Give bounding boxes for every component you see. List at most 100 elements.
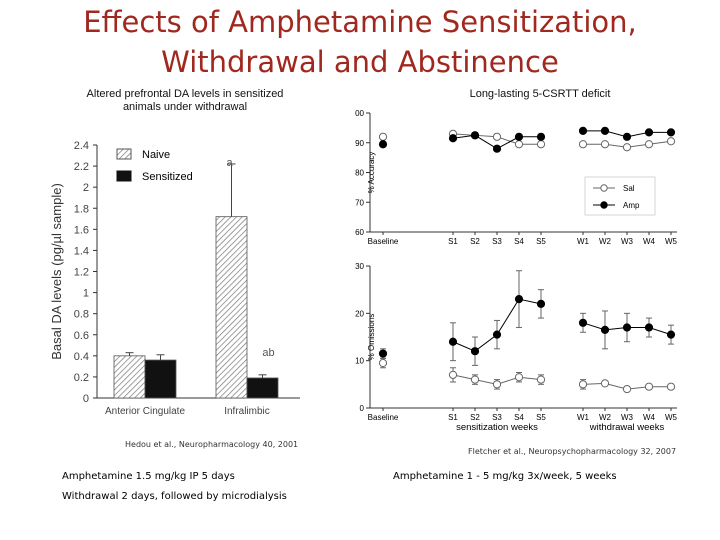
point-amp-5 bbox=[536, 299, 546, 308]
y-tick-label: 100 bbox=[355, 109, 365, 118]
point-sal-3 bbox=[492, 132, 502, 141]
point-amp-9 bbox=[644, 323, 654, 332]
accuracy-line-chart: 60 70 80 90 100 % Accuracy Baseline S1 S2 S3 S4 S5 W… bbox=[355, 109, 678, 246]
bar-naive-0 bbox=[113, 355, 146, 399]
y-tick-label: 0.8 bbox=[74, 309, 89, 321]
y-tick-label: 10 bbox=[355, 357, 364, 366]
x-category-label: Infralimbic bbox=[224, 406, 270, 417]
x-tick-label: W4 bbox=[643, 237, 656, 246]
point-sal-2 bbox=[470, 375, 480, 384]
x-tick-label: W1 bbox=[577, 237, 590, 246]
point-amp-1 bbox=[448, 337, 458, 346]
left-chart-subtitle: Altered prefrontal DA levels in sensitiz… bbox=[50, 88, 320, 114]
left-subtitle-line2: animals under withdrawal bbox=[122, 101, 248, 113]
point-sal-0 bbox=[378, 132, 388, 141]
x-tick-label: S3 bbox=[492, 413, 502, 422]
point-amp-9 bbox=[644, 128, 654, 137]
point-amp-7 bbox=[600, 126, 610, 135]
left-withdrawal-note: Withdrawal 2 days, followed by microdial… bbox=[62, 491, 287, 502]
y-tick-label: 0 bbox=[83, 393, 89, 405]
x-tick-label: S4 bbox=[514, 413, 524, 422]
slide-title-line2: Withdrawal and Abstinence bbox=[161, 45, 559, 79]
point-amp-10 bbox=[666, 128, 676, 137]
x-tick-label: S1 bbox=[448, 237, 458, 246]
point-amp-8 bbox=[622, 323, 632, 332]
point-amp-8 bbox=[622, 132, 632, 141]
significance-label-a: a bbox=[226, 157, 233, 169]
legend-box bbox=[584, 176, 656, 216]
point-sal-10 bbox=[666, 137, 676, 146]
right-citation: Fletcher et al., Neuropsychopharmacology… bbox=[468, 447, 677, 456]
legend-marker-amp bbox=[600, 201, 608, 209]
y-tick-label: 2 bbox=[83, 182, 89, 194]
left-citation: Hedou et al., Neuropharmacology 40, 2001 bbox=[125, 440, 299, 449]
x-tick-label: S4 bbox=[514, 237, 524, 246]
point-amp-5 bbox=[536, 132, 546, 141]
da-levels-bar-chart: 0 0.2 0.4 0.6 0.8 1 1.2 1.4 1.6 1.8 2 2.2 2.4 Basal D… bbox=[49, 140, 300, 417]
y-tick-label: 2.4 bbox=[74, 140, 89, 152]
x-tick-label: Baseline bbox=[368, 413, 399, 422]
point-amp-7 bbox=[600, 325, 610, 335]
legend-swatch-naive bbox=[116, 148, 132, 160]
x-category-label: Anterior Cingulate bbox=[105, 406, 185, 417]
y-tick-label: 90 bbox=[355, 139, 364, 148]
group-label-sensitization: sensitization weeks bbox=[456, 422, 538, 433]
y-tick-label: 1 bbox=[83, 288, 89, 300]
x-tick-label: W1 bbox=[577, 413, 590, 422]
point-amp-2 bbox=[470, 347, 480, 356]
y-tick-label: 1.4 bbox=[74, 245, 89, 257]
point-sal-10 bbox=[666, 382, 676, 391]
x-tick-label: S2 bbox=[470, 413, 480, 422]
y-tick-label: 70 bbox=[355, 198, 364, 207]
y-tick-label: 20 bbox=[355, 309, 364, 318]
slide-title: Effects of Amphetamine Sensitization, Wi… bbox=[0, 2, 720, 82]
y-tick-label: 1.8 bbox=[74, 203, 89, 215]
legend-label-sal: Sal bbox=[623, 184, 635, 193]
point-sal-4 bbox=[514, 140, 524, 149]
point-amp-6 bbox=[578, 126, 588, 135]
y-tick-label: 0.4 bbox=[74, 351, 89, 363]
slide-title-line1: Effects of Amphetamine Sensitization, bbox=[83, 5, 637, 39]
point-sal-8 bbox=[622, 384, 632, 394]
y-tick-label: 1.2 bbox=[74, 267, 89, 279]
point-amp-1 bbox=[448, 134, 458, 143]
x-tick-label: S5 bbox=[536, 237, 546, 246]
y-tick-label: 30 bbox=[355, 262, 364, 271]
significance-label-ab: ab bbox=[262, 347, 274, 359]
y-tick-label: 80 bbox=[355, 169, 364, 178]
y-axis-title: % Omissions bbox=[367, 314, 376, 361]
point-sal-0 bbox=[378, 358, 388, 368]
left-subtitle-line1: Altered prefrontal DA levels in sensitiz… bbox=[86, 88, 284, 100]
point-amp-10 bbox=[666, 330, 676, 339]
y-axis-title: % Accuracy bbox=[367, 152, 376, 194]
point-sal-5 bbox=[536, 375, 546, 384]
bar-sensitized-1 bbox=[246, 377, 279, 399]
point-sal-8 bbox=[622, 143, 632, 152]
x-tick-label: W2 bbox=[599, 413, 612, 422]
group-label-withdrawal: withdrawal weeks bbox=[589, 422, 665, 433]
y-axis-title: Basal DA levels (pg/µl sample) bbox=[49, 183, 64, 360]
point-amp-4 bbox=[514, 132, 524, 141]
y-tick-label: 0 bbox=[360, 404, 365, 413]
point-sal-6 bbox=[578, 380, 588, 389]
x-tick-label: S2 bbox=[470, 237, 480, 246]
x-tick-label: S5 bbox=[536, 413, 546, 422]
point-amp-4 bbox=[514, 295, 524, 304]
legend-label-sensitized: Sensitized bbox=[142, 171, 193, 183]
legend-marker-sal bbox=[600, 184, 608, 192]
point-amp-0 bbox=[378, 349, 388, 358]
legend-label-amp: Amp bbox=[623, 201, 640, 210]
point-amp-0 bbox=[378, 140, 388, 149]
point-sal-4 bbox=[514, 373, 524, 382]
point-sal-3 bbox=[492, 380, 502, 389]
y-tick-label: 0.6 bbox=[74, 330, 89, 342]
point-sal-5 bbox=[536, 140, 546, 149]
bar-sensitized-0 bbox=[144, 359, 177, 399]
point-amp-6 bbox=[578, 318, 588, 327]
y-tick-label: 60 bbox=[355, 228, 364, 237]
x-tick-label: W2 bbox=[599, 237, 612, 246]
y-tick-label: 0.2 bbox=[74, 372, 89, 384]
x-tick-label: S1 bbox=[448, 413, 458, 422]
legend-swatch-sensitized bbox=[116, 170, 132, 182]
y-tick-label: 1.6 bbox=[74, 224, 89, 236]
